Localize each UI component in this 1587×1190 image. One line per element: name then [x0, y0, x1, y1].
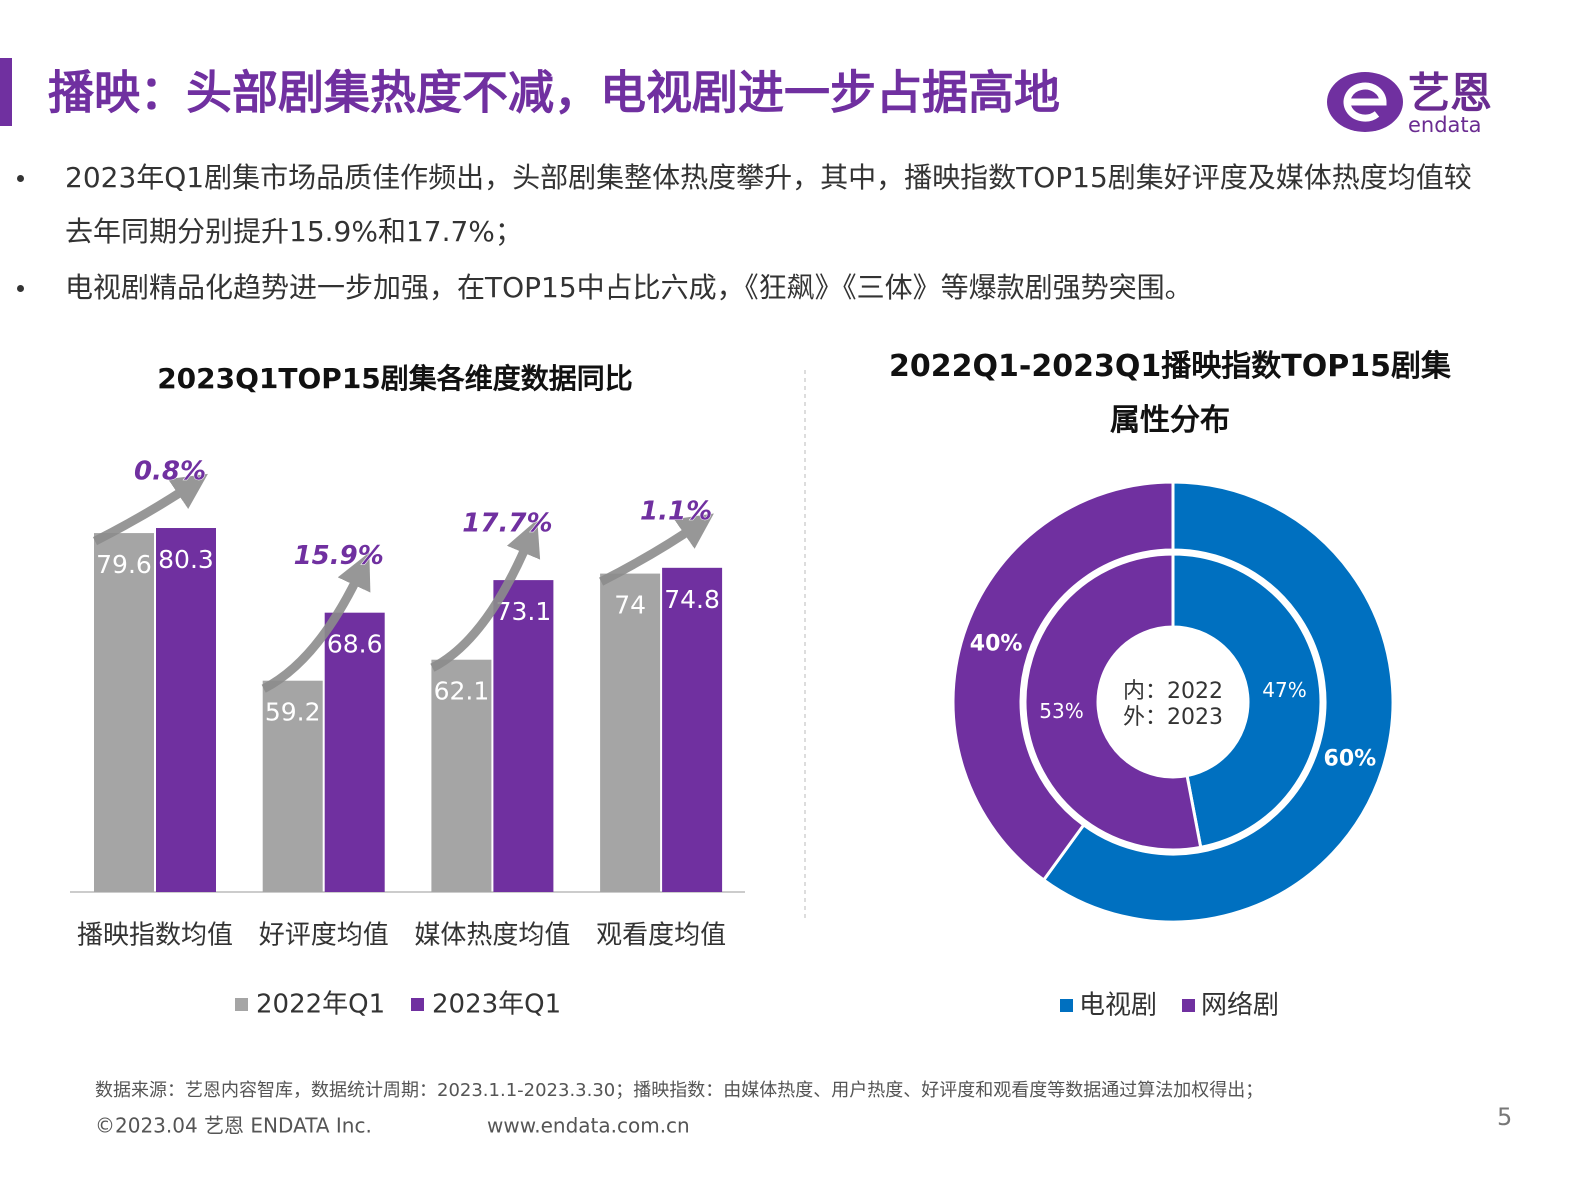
growth-arrow: [430, 519, 541, 672]
copyright: ©2023.04 艺恩 ENDATA Inc.: [95, 1114, 372, 1138]
value-label: 40%: [970, 632, 1023, 657]
donut-segment: [1023, 552, 1203, 852]
bar: [324, 612, 385, 892]
growth-label: 1.1%: [640, 496, 712, 526]
value-label: 59.2: [265, 698, 321, 727]
legend-swatch: [1060, 999, 1073, 1012]
growth-label: 0.8%: [134, 457, 206, 487]
bar: [431, 659, 492, 892]
value-label: 79.6: [96, 550, 152, 579]
bar: [94, 533, 154, 892]
center-label: 外：2023: [1123, 705, 1223, 730]
title-bar: [0, 58, 12, 126]
bar: [493, 580, 554, 892]
x-tick-label: 观看度均值: [596, 921, 726, 951]
value-label: 53%: [1039, 699, 1083, 723]
value-label: 80.3: [158, 545, 214, 574]
page-title: 播映：头部剧集热度不减，电视剧进一步占据高地: [48, 66, 1060, 120]
legend-label: 2023年Q1: [432, 990, 561, 1020]
value-label: 68.6: [327, 630, 383, 659]
legend-swatch: [1182, 999, 1195, 1012]
logo-sub: endata: [1408, 113, 1482, 137]
page-number: 5: [1497, 1103, 1512, 1131]
website: www.endata.com.cn: [487, 1114, 690, 1138]
growth-arrow: [261, 552, 371, 693]
growth-label: 17.7%: [462, 509, 552, 539]
donut-segment: [1041, 480, 1395, 924]
bar: [662, 567, 723, 892]
value-label: 47%: [1262, 678, 1306, 702]
logo-e: [1343, 82, 1387, 122]
bar: [600, 573, 661, 892]
legend-label: 电视剧: [1079, 991, 1157, 1021]
x-tick-label: 媒体热度均值: [414, 921, 570, 951]
bullet-dot: [17, 175, 24, 182]
growth-label: 15.9%: [294, 541, 384, 571]
value-label: 62.1: [434, 677, 490, 706]
legend-label: 2022年Q1: [256, 990, 385, 1020]
bar: [262, 680, 323, 892]
source: 数据来源：艺恩内容智库，数据统计周期：2023.1.1-2023.3.30；播映…: [95, 1080, 1263, 1101]
legend-swatch: [235, 998, 248, 1011]
legend-label: 网络剧: [1201, 991, 1279, 1021]
bar: [156, 528, 216, 892]
value-label: 74.8: [664, 585, 720, 614]
value-label: 60%: [1324, 746, 1377, 771]
growth-arrow: [599, 513, 714, 586]
value-label: 73.1: [496, 597, 552, 626]
legend-swatch: [411, 998, 424, 1011]
center-label: 内：2022: [1123, 679, 1223, 704]
donut-segment: [951, 480, 1175, 883]
x-tick-label: 播映指数均值: [77, 921, 233, 951]
growth-arrow: [92, 473, 208, 546]
logo-name: 艺恩: [1408, 69, 1492, 118]
value-label: 74: [614, 591, 646, 620]
chart-title: 2022Q1-2023Q1播映指数TOP15剧集属性分布: [889, 349, 1451, 438]
bullet: 电视剧精品化趋势进一步加强，在TOP15中占比六成，《狂飙》《三体》等爆款剧强势…: [65, 271, 1193, 304]
donut-segment: [1171, 552, 1323, 850]
x-tick-label: 好评度均值: [259, 921, 389, 951]
chart-title: 2023Q1TOP15剧集各维度数据同比: [157, 362, 633, 395]
bullet: 2023年Q1剧集市场品质佳作频出，头部剧集整体热度攀升，其中，播映指数TOP1…: [65, 161, 1472, 248]
bullet-dot: [17, 285, 24, 292]
